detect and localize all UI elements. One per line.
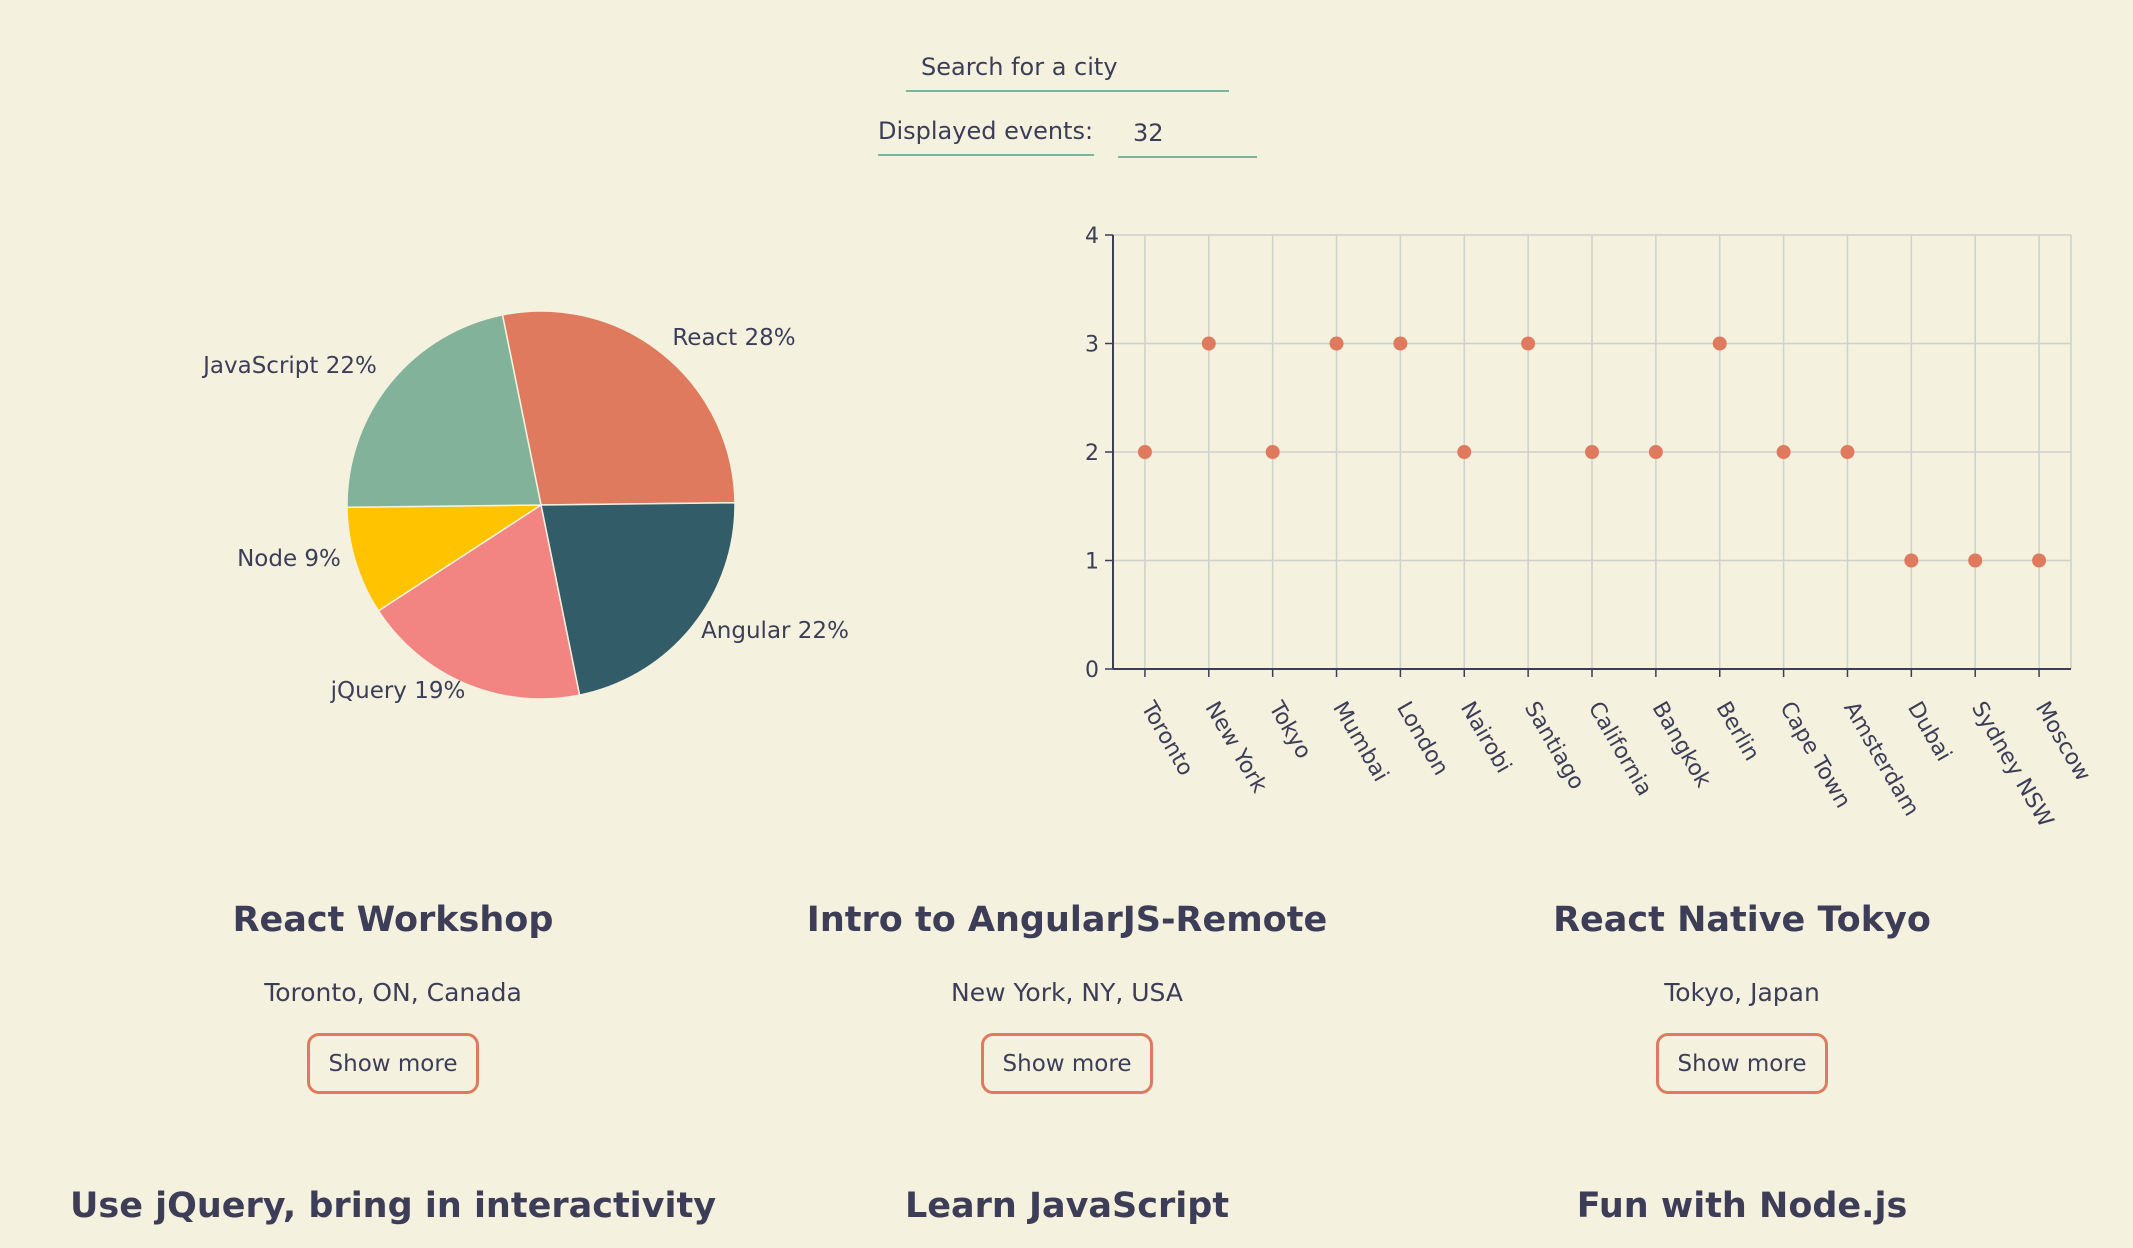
- event-card: Use jQuery, bring in interactivity: [43, 1186, 743, 1226]
- displayed-events-input[interactable]: [1118, 110, 1257, 156]
- pie-label: JavaScript 22%: [201, 353, 377, 379]
- x-tick-label: Bangkok: [1647, 698, 1716, 793]
- event-location: Toronto, ON, Canada: [264, 978, 522, 1007]
- event-location: Tokyo, Japan: [1664, 978, 1820, 1007]
- scatter-point: [1329, 336, 1344, 351]
- x-tick-label: California: [1583, 698, 1657, 801]
- scatter-point: [1776, 445, 1791, 459]
- pie-label: jQuery 19%: [330, 678, 466, 704]
- scatter-point: [1393, 336, 1408, 351]
- event-card: React Native Tokyo Tokyo, Japan Show mor…: [1392, 900, 2092, 1094]
- scatter-point: [1265, 445, 1280, 459]
- y-tick-label: 1: [1085, 550, 1099, 575]
- event-title: React Native Tokyo: [1553, 900, 1931, 940]
- scatter-point: [1457, 445, 1472, 459]
- x-tick-label: London: [1391, 698, 1453, 780]
- x-tick-label: Mumbai: [1327, 698, 1393, 787]
- event-title: Fun with Node.js: [1576, 1186, 1908, 1226]
- pie-slice-react: [501, 310, 736, 506]
- y-tick-label: 0: [1085, 658, 1099, 683]
- scatter-point: [1137, 445, 1152, 459]
- show-more-button[interactable]: Show more: [981, 1033, 1153, 1094]
- city-search-input[interactable]: [906, 44, 1229, 90]
- genre-pie-chart: React 28% Angular 22% jQuery 19% Node 9% Jav…: [201, 310, 849, 704]
- event-card: Intro to AngularJS-Remote New York, NY, …: [717, 900, 1417, 1094]
- pie-label: Node 9%: [237, 546, 341, 572]
- scatter-point: [1521, 336, 1536, 351]
- x-tick-label: Santiago: [1519, 698, 1589, 795]
- pie-label: React 28%: [672, 325, 795, 351]
- pie-slice-node: [346, 504, 544, 612]
- scatter-point: [1201, 336, 1216, 351]
- scatter-point: [1968, 553, 1983, 568]
- pie-label: Angular 22%: [701, 618, 849, 644]
- scatter-point: [2032, 553, 2047, 568]
- x-tick-label: Berlin: [1711, 698, 1765, 766]
- scatter-point: [1904, 553, 1919, 568]
- pie-slice-angular: [540, 502, 736, 697]
- x-tick-label: Moscow: [2030, 698, 2095, 786]
- event-card: Fun with Node.js: [1392, 1186, 2092, 1226]
- x-tick-label: Toronto: [1135, 697, 1198, 781]
- x-tick-label: Nairobi: [1455, 698, 1516, 778]
- show-more-button[interactable]: Show more: [1656, 1033, 1828, 1094]
- scatter-point: [1648, 445, 1663, 459]
- event-title: Learn JavaScript: [904, 1186, 1230, 1226]
- pie-slice-javascript: [346, 313, 542, 508]
- event-title: Use jQuery, bring in interactivity: [69, 1186, 717, 1226]
- displayed-events-label: Displayed events:: [878, 110, 1094, 156]
- scatter-point: [1712, 336, 1727, 351]
- city-search-container: [906, 44, 1229, 92]
- pie-slice-jquery: [377, 503, 581, 700]
- event-title: Intro to AngularJS-Remote: [806, 900, 1328, 940]
- event-location: New York, NY, USA: [951, 978, 1183, 1007]
- scatter-point: [1840, 445, 1855, 459]
- y-tick-label: 4: [1085, 224, 1099, 249]
- x-tick-label: New York: [1200, 698, 1272, 798]
- displayed-events-container: [1118, 110, 1257, 158]
- x-tick-label: Dubai: [1902, 698, 1956, 766]
- x-tick-label: Tokyo: [1263, 697, 1316, 764]
- event-card: Learn JavaScript: [717, 1186, 1417, 1226]
- y-tick-label: 2: [1085, 441, 1099, 466]
- y-tick-label: 3: [1085, 333, 1099, 358]
- event-card: React Workshop Toronto, ON, Canada Show …: [43, 900, 743, 1094]
- event-title: React Workshop: [232, 900, 554, 940]
- scatter-point: [1585, 445, 1599, 459]
- show-more-button[interactable]: Show more: [307, 1033, 479, 1094]
